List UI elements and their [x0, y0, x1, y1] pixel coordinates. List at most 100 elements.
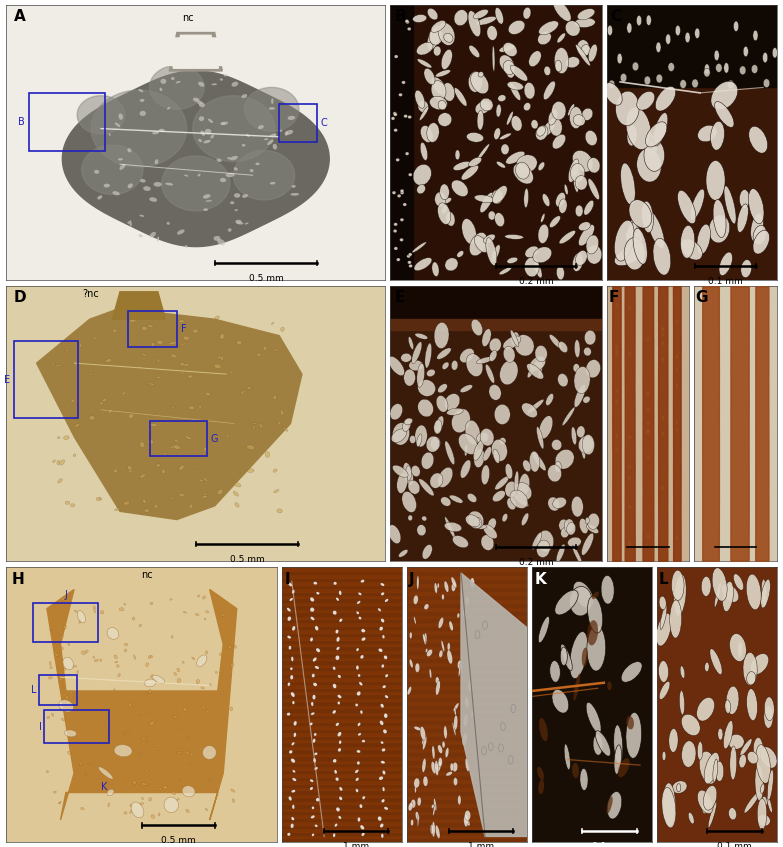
Polygon shape: [407, 744, 527, 748]
Ellipse shape: [680, 239, 702, 260]
Ellipse shape: [148, 656, 151, 659]
Ellipse shape: [164, 785, 168, 789]
Polygon shape: [244, 87, 299, 131]
Ellipse shape: [294, 733, 296, 737]
Ellipse shape: [548, 497, 560, 511]
Ellipse shape: [285, 130, 293, 135]
Ellipse shape: [608, 80, 615, 89]
Ellipse shape: [423, 736, 427, 750]
Ellipse shape: [440, 184, 449, 200]
Ellipse shape: [60, 678, 63, 681]
Ellipse shape: [645, 122, 667, 147]
Ellipse shape: [414, 257, 432, 271]
Ellipse shape: [128, 183, 133, 188]
Ellipse shape: [495, 476, 509, 490]
Ellipse shape: [572, 252, 583, 271]
Ellipse shape: [574, 385, 586, 407]
Ellipse shape: [379, 627, 383, 631]
Ellipse shape: [397, 194, 401, 197]
Polygon shape: [407, 772, 527, 775]
Ellipse shape: [739, 66, 746, 75]
Ellipse shape: [173, 445, 180, 449]
Ellipse shape: [420, 107, 429, 120]
Ellipse shape: [194, 748, 196, 750]
Polygon shape: [282, 571, 402, 574]
Ellipse shape: [290, 758, 295, 763]
Ellipse shape: [582, 108, 593, 120]
Polygon shape: [407, 567, 527, 572]
Ellipse shape: [204, 447, 207, 452]
Ellipse shape: [537, 530, 554, 552]
Polygon shape: [282, 794, 402, 797]
Ellipse shape: [94, 611, 96, 612]
Ellipse shape: [450, 763, 453, 771]
Text: G: G: [211, 434, 218, 444]
Ellipse shape: [404, 418, 413, 425]
Polygon shape: [407, 623, 527, 626]
Polygon shape: [81, 145, 143, 195]
Ellipse shape: [764, 697, 774, 721]
Ellipse shape: [749, 189, 764, 224]
Ellipse shape: [133, 781, 136, 784]
Ellipse shape: [434, 323, 449, 348]
Ellipse shape: [143, 750, 145, 753]
Ellipse shape: [335, 778, 339, 781]
Ellipse shape: [358, 674, 360, 677]
Ellipse shape: [438, 468, 453, 488]
Ellipse shape: [555, 590, 578, 615]
Ellipse shape: [660, 605, 667, 629]
Ellipse shape: [535, 346, 547, 362]
Ellipse shape: [226, 173, 235, 177]
Ellipse shape: [292, 770, 295, 772]
Ellipse shape: [292, 700, 294, 705]
Polygon shape: [282, 756, 402, 760]
Ellipse shape: [161, 79, 166, 84]
Ellipse shape: [435, 680, 440, 695]
Polygon shape: [407, 603, 527, 606]
Ellipse shape: [678, 601, 683, 612]
Ellipse shape: [273, 396, 276, 400]
Ellipse shape: [157, 464, 160, 468]
Ellipse shape: [676, 354, 678, 358]
Polygon shape: [282, 818, 402, 822]
Ellipse shape: [662, 416, 664, 420]
Ellipse shape: [539, 779, 544, 794]
Ellipse shape: [426, 436, 440, 452]
Ellipse shape: [474, 195, 494, 202]
Text: C: C: [321, 118, 327, 128]
Ellipse shape: [505, 463, 513, 479]
Ellipse shape: [760, 783, 764, 794]
Ellipse shape: [666, 34, 671, 44]
Ellipse shape: [565, 185, 568, 195]
Ellipse shape: [463, 610, 467, 617]
Ellipse shape: [554, 462, 561, 473]
Polygon shape: [390, 5, 413, 280]
Ellipse shape: [728, 808, 737, 820]
Ellipse shape: [120, 163, 125, 170]
Ellipse shape: [146, 769, 148, 772]
Ellipse shape: [557, 266, 565, 280]
Ellipse shape: [381, 704, 384, 708]
Polygon shape: [282, 787, 402, 790]
Ellipse shape: [408, 802, 413, 811]
Ellipse shape: [406, 20, 410, 24]
Ellipse shape: [59, 700, 74, 712]
Polygon shape: [282, 718, 402, 722]
Ellipse shape: [408, 115, 412, 119]
Ellipse shape: [401, 353, 412, 363]
Ellipse shape: [431, 77, 446, 95]
Ellipse shape: [447, 643, 450, 650]
Ellipse shape: [333, 833, 335, 838]
Ellipse shape: [500, 55, 514, 73]
Ellipse shape: [466, 596, 469, 606]
Ellipse shape: [205, 650, 208, 654]
Polygon shape: [282, 688, 402, 691]
Ellipse shape: [559, 519, 568, 532]
Ellipse shape: [739, 190, 750, 208]
Ellipse shape: [236, 340, 242, 345]
Polygon shape: [113, 291, 165, 319]
Ellipse shape: [438, 101, 446, 110]
Ellipse shape: [165, 183, 173, 185]
Ellipse shape: [198, 81, 204, 86]
Ellipse shape: [410, 659, 413, 668]
